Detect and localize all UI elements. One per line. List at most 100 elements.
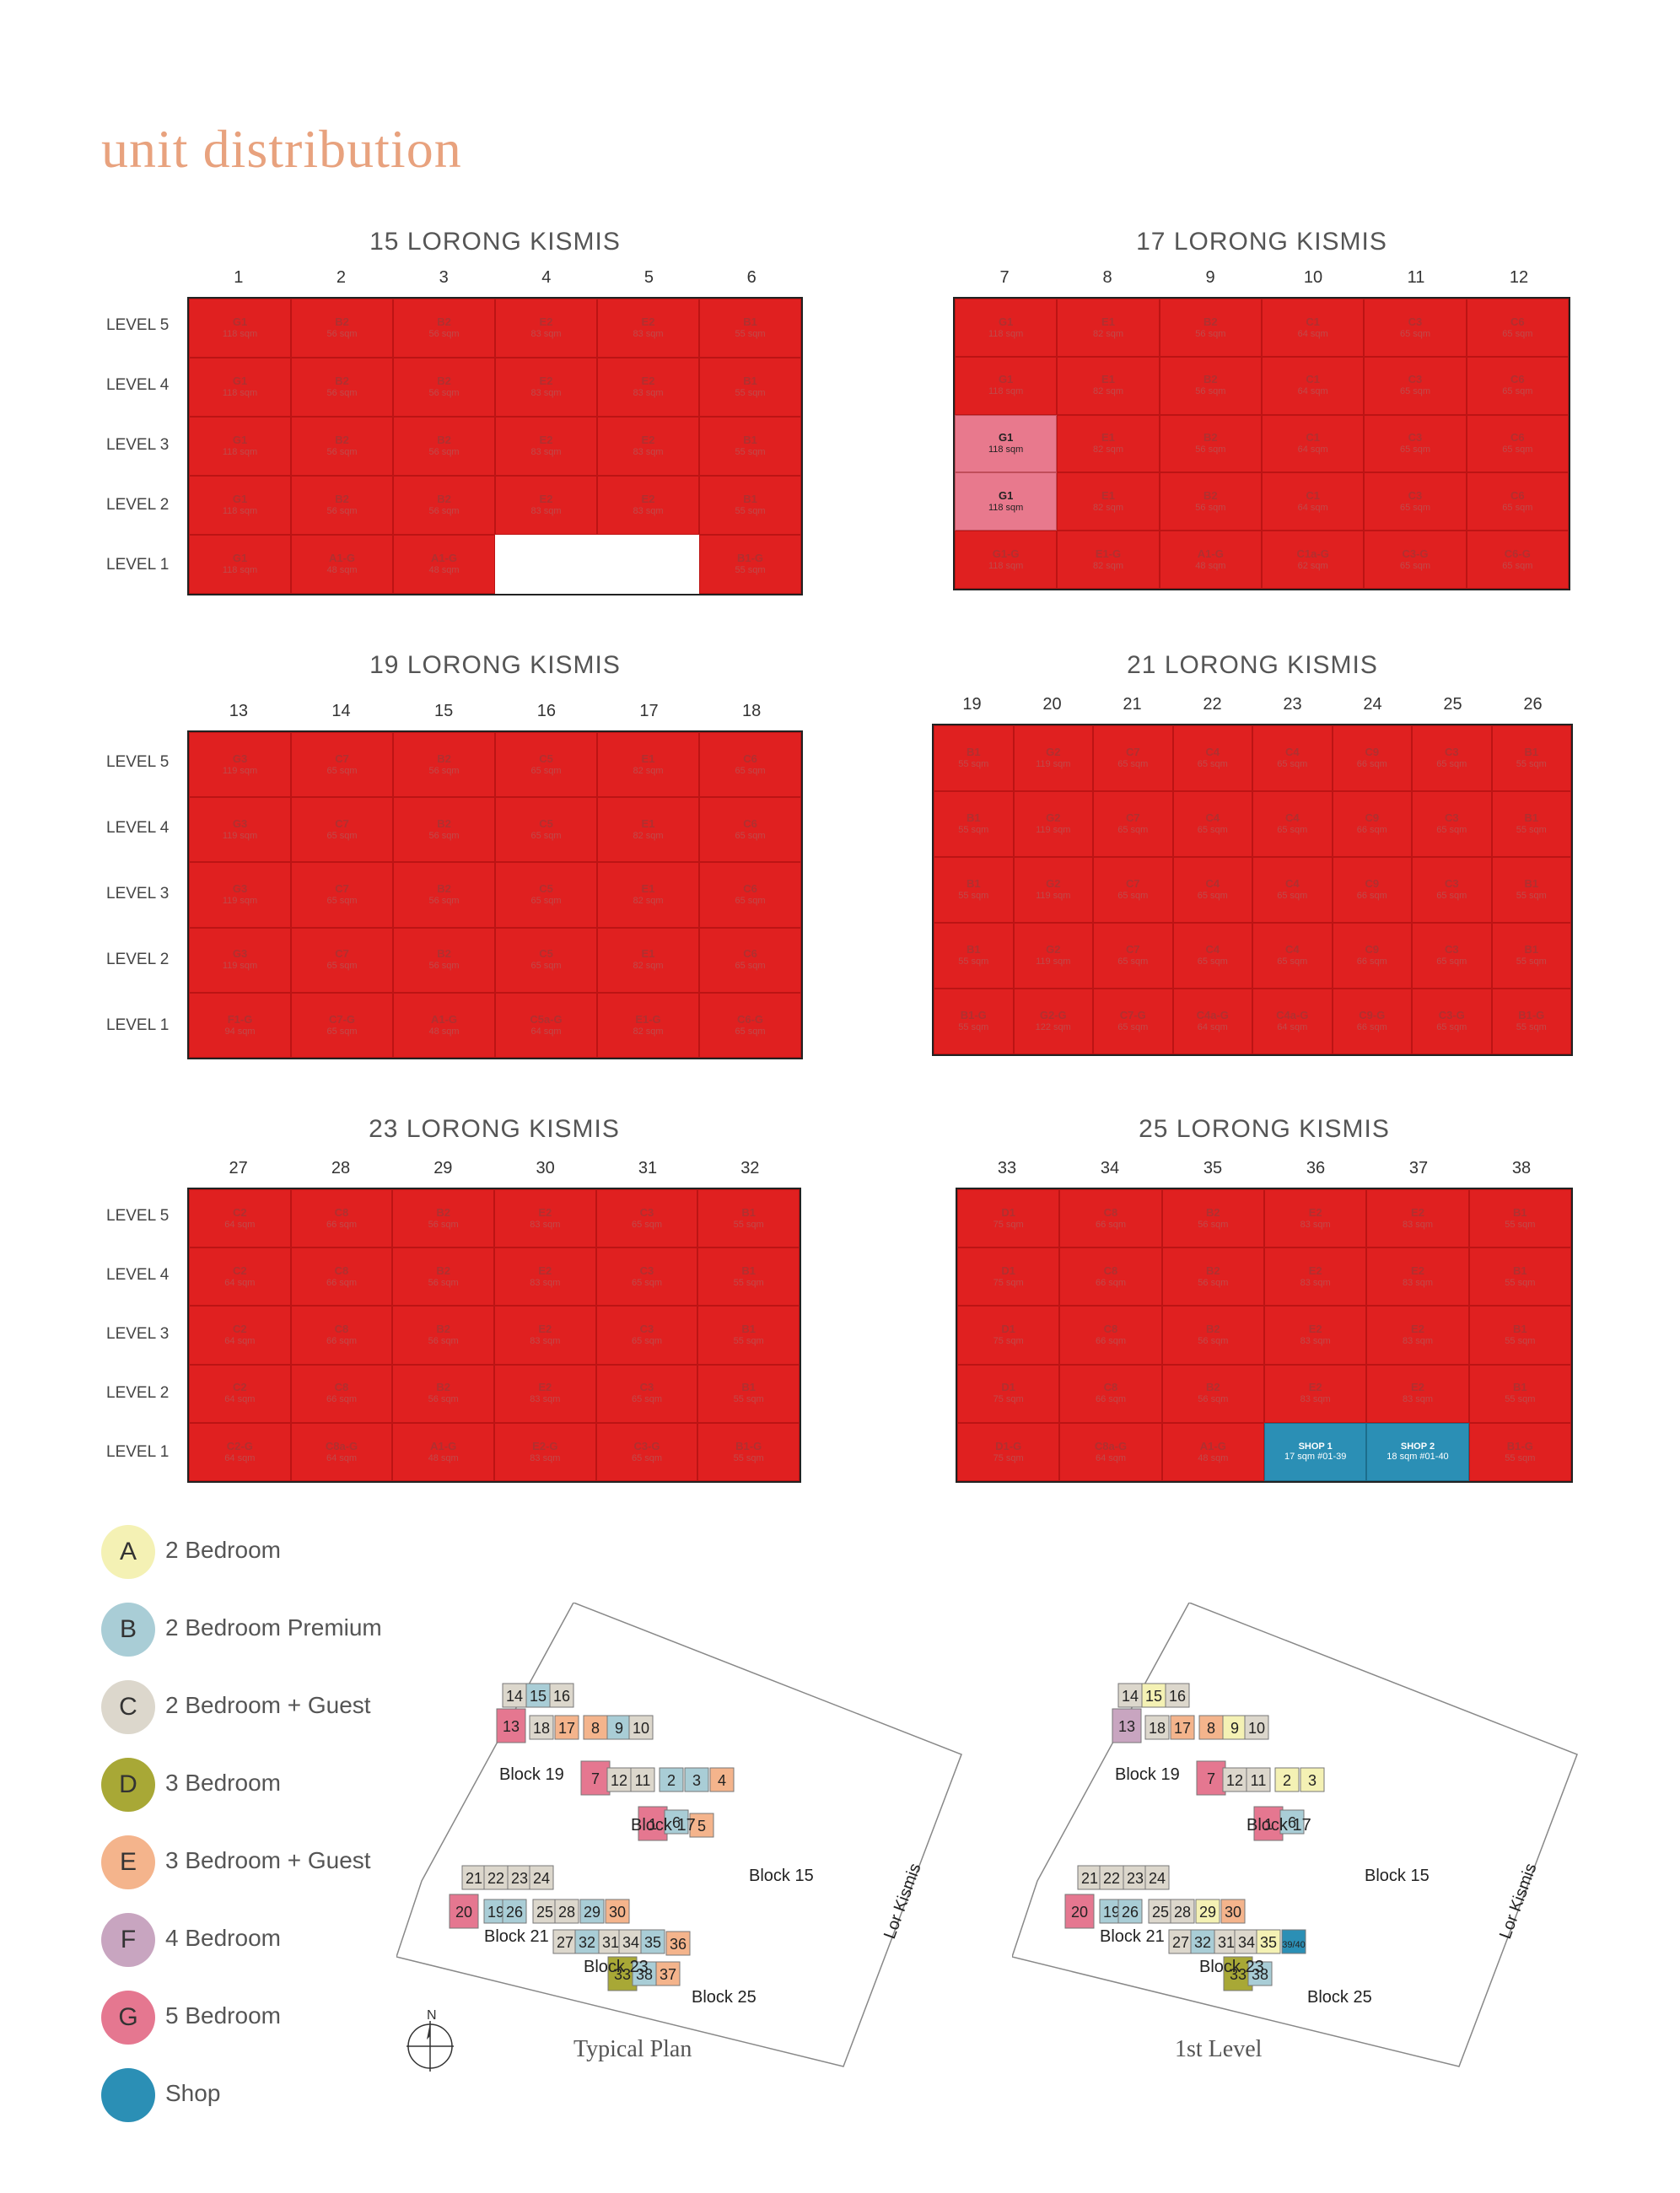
unit-cell[interactable]: C1 64 sqm bbox=[1262, 356, 1365, 415]
plan-unit-shape[interactable] bbox=[574, 1929, 600, 1954]
unit-cell[interactable]: B1-G 55 sqm bbox=[934, 989, 1014, 1054]
unit-cell[interactable]: C3 65 sqm bbox=[595, 1247, 698, 1307]
unit-cell[interactable]: C4 65 sqm bbox=[1252, 791, 1333, 857]
plan-unit-shape[interactable] bbox=[1195, 1899, 1220, 1924]
unit-cell[interactable]: B2 56 sqm bbox=[393, 299, 495, 358]
unit-cell[interactable]: C3 65 sqm bbox=[1364, 414, 1467, 473]
unit-cell[interactable]: C2 64 sqm bbox=[189, 1364, 291, 1423]
unit-cell[interactable]: B2 56 sqm bbox=[393, 417, 495, 476]
unit-cell[interactable]: C2-G 64 sqm bbox=[189, 1422, 291, 1481]
plan-unit-shape[interactable] bbox=[549, 1683, 574, 1708]
plan-unit-shape[interactable] bbox=[606, 1767, 632, 1792]
unit-cell[interactable]: G1 118 sqm bbox=[955, 356, 1058, 415]
plan-unit-shape[interactable] bbox=[640, 1929, 665, 1954]
unit-cell[interactable]: G2 119 sqm bbox=[1013, 725, 1093, 791]
unit-cell[interactable]: G1 118 sqm bbox=[189, 476, 291, 535]
unit-cell[interactable]: B2 56 sqm bbox=[291, 417, 393, 476]
plan-unit-shape[interactable] bbox=[605, 1899, 630, 1924]
unit-cell[interactable]: D1 75 sqm bbox=[957, 1306, 1060, 1365]
plan-unit-shape[interactable] bbox=[1064, 1894, 1095, 1929]
plan-unit-shape[interactable] bbox=[483, 1865, 509, 1890]
plan-unit-shape[interactable] bbox=[502, 1899, 527, 1924]
unit-cell[interactable]: B1 55 sqm bbox=[697, 1189, 800, 1248]
unit-cell[interactable]: C9 66 sqm bbox=[1332, 923, 1412, 989]
unit-cell[interactable]: B1 55 sqm bbox=[934, 923, 1014, 989]
unit-cell[interactable]: B2 56 sqm bbox=[393, 358, 495, 417]
unit-cell[interactable]: B2 56 sqm bbox=[1161, 1306, 1264, 1365]
unit-cell[interactable]: G1 118 sqm bbox=[955, 472, 1058, 531]
unit-cell[interactable]: E2 83 sqm bbox=[1264, 1247, 1367, 1307]
plan-unit-shape[interactable] bbox=[583, 1715, 608, 1740]
unit-cell[interactable]: C3 65 sqm bbox=[1412, 791, 1492, 857]
unit-cell[interactable]: C8 66 sqm bbox=[1059, 1189, 1162, 1248]
unit-cell[interactable]: C3 65 sqm bbox=[595, 1364, 698, 1423]
unit-cell[interactable]: B2 56 sqm bbox=[1161, 1364, 1264, 1423]
unit-cell[interactable]: C3-G 65 sqm bbox=[1364, 531, 1467, 589]
unit-cell[interactable]: B2 56 sqm bbox=[1159, 356, 1262, 415]
unit-cell[interactable]: C4 65 sqm bbox=[1252, 725, 1333, 791]
unit-cell[interactable]: E2-G 83 sqm bbox=[493, 1422, 596, 1481]
unit-cell[interactable]: C8 66 sqm bbox=[290, 1364, 393, 1423]
unit-cell[interactable]: A1-G 48 sqm bbox=[1159, 531, 1262, 589]
unit-cell[interactable]: G1 118 sqm bbox=[189, 358, 291, 417]
unit-cell[interactable]: E2 83 sqm bbox=[495, 417, 597, 476]
unit-cell[interactable]: C4 65 sqm bbox=[1172, 725, 1252, 791]
plan-unit-shape[interactable] bbox=[689, 1813, 714, 1838]
unit-cell[interactable]: G2 119 sqm bbox=[1013, 857, 1093, 923]
unit-cell[interactable]: B1 55 sqm bbox=[934, 857, 1014, 923]
plan-unit-shape[interactable] bbox=[1077, 1865, 1102, 1890]
plan-unit-shape[interactable] bbox=[529, 1715, 554, 1740]
unit-cell[interactable]: C6 65 sqm bbox=[1466, 472, 1569, 531]
unit-cell[interactable]: C5 65 sqm bbox=[495, 797, 597, 863]
unit-cell[interactable]: G3 119 sqm bbox=[189, 797, 291, 863]
unit-cell[interactable]: C4 65 sqm bbox=[1172, 857, 1252, 923]
plan-unit-shape[interactable] bbox=[618, 1929, 643, 1954]
unit-cell[interactable]: E1 82 sqm bbox=[597, 732, 699, 798]
unit-cell[interactable]: C3 65 sqm bbox=[595, 1306, 698, 1365]
plan-unit-shape[interactable] bbox=[1198, 1715, 1224, 1740]
unit-cell[interactable]: C1 64 sqm bbox=[1262, 299, 1365, 357]
unit-cell[interactable]: C6-G 65 sqm bbox=[1466, 531, 1569, 589]
plan-unit-shape[interactable] bbox=[1220, 1899, 1246, 1924]
unit-cell[interactable]: B1-G 55 sqm bbox=[1491, 989, 1571, 1054]
unit-cell[interactable]: C8 66 sqm bbox=[1059, 1364, 1162, 1423]
unit-cell[interactable]: C5 65 sqm bbox=[495, 732, 597, 798]
unit-cell[interactable]: E2 83 sqm bbox=[1264, 1306, 1367, 1365]
unit-cell[interactable]: C8 66 sqm bbox=[290, 1306, 393, 1365]
unit-cell[interactable]: C6 65 sqm bbox=[1466, 299, 1569, 357]
plan-unit-shape[interactable] bbox=[659, 1767, 684, 1792]
unit-cell[interactable]: C1 64 sqm bbox=[1262, 472, 1365, 531]
unit-cell[interactable]: G2 119 sqm bbox=[1013, 923, 1093, 989]
plan-unit-shape[interactable] bbox=[552, 1929, 578, 1954]
unit-cell[interactable]: E2 83 sqm bbox=[1264, 1189, 1367, 1248]
unit-cell[interactable]: B2 56 sqm bbox=[392, 1364, 494, 1423]
plan-unit-shape[interactable] bbox=[1256, 1929, 1281, 1954]
unit-cell[interactable]: C4 65 sqm bbox=[1172, 791, 1252, 857]
unit-cell[interactable]: C9 66 sqm bbox=[1332, 725, 1412, 791]
unit-cell[interactable]: C4a-G 64 sqm bbox=[1172, 989, 1252, 1054]
unit-cell[interactable]: C4 65 sqm bbox=[1252, 857, 1333, 923]
unit-cell[interactable]: C3-G 65 sqm bbox=[595, 1422, 698, 1481]
plan-unit-shape[interactable] bbox=[1112, 1708, 1142, 1743]
unit-cell[interactable]: D1 75 sqm bbox=[957, 1247, 1060, 1307]
unit-cell[interactable]: C3 65 sqm bbox=[1364, 356, 1467, 415]
plan-unit-shape[interactable] bbox=[628, 1715, 654, 1740]
plan-unit-shape[interactable] bbox=[1274, 1767, 1300, 1792]
unit-cell[interactable]: C8 66 sqm bbox=[290, 1189, 393, 1248]
unit-cell[interactable]: C8 66 sqm bbox=[1059, 1247, 1162, 1307]
unit-cell[interactable]: C9 66 sqm bbox=[1332, 857, 1412, 923]
unit-cell[interactable]: C7-G 65 sqm bbox=[291, 992, 393, 1058]
unit-cell[interactable]: E2 83 sqm bbox=[1366, 1189, 1469, 1248]
unit-cell[interactable]: C8 66 sqm bbox=[1059, 1306, 1162, 1365]
unit-cell[interactable]: B1 55 sqm bbox=[1491, 857, 1571, 923]
unit-cell[interactable]: A1-G 48 sqm bbox=[393, 992, 495, 1058]
unit-cell[interactable]: E1-G 82 sqm bbox=[597, 992, 699, 1058]
unit-cell[interactable]: D1 75 sqm bbox=[957, 1189, 1060, 1248]
unit-cell[interactable]: C6 65 sqm bbox=[1466, 356, 1569, 415]
unit-cell[interactable]: C6-G 65 sqm bbox=[699, 992, 801, 1058]
unit-cell[interactable]: B1 55 sqm bbox=[1491, 923, 1571, 989]
unit-cell[interactable]: C6 65 sqm bbox=[699, 797, 801, 863]
unit-cell[interactable]: E2 83 sqm bbox=[597, 299, 699, 358]
unit-cell[interactable]: B1 55 sqm bbox=[934, 791, 1014, 857]
unit-cell[interactable]: B2 56 sqm bbox=[1159, 414, 1262, 473]
